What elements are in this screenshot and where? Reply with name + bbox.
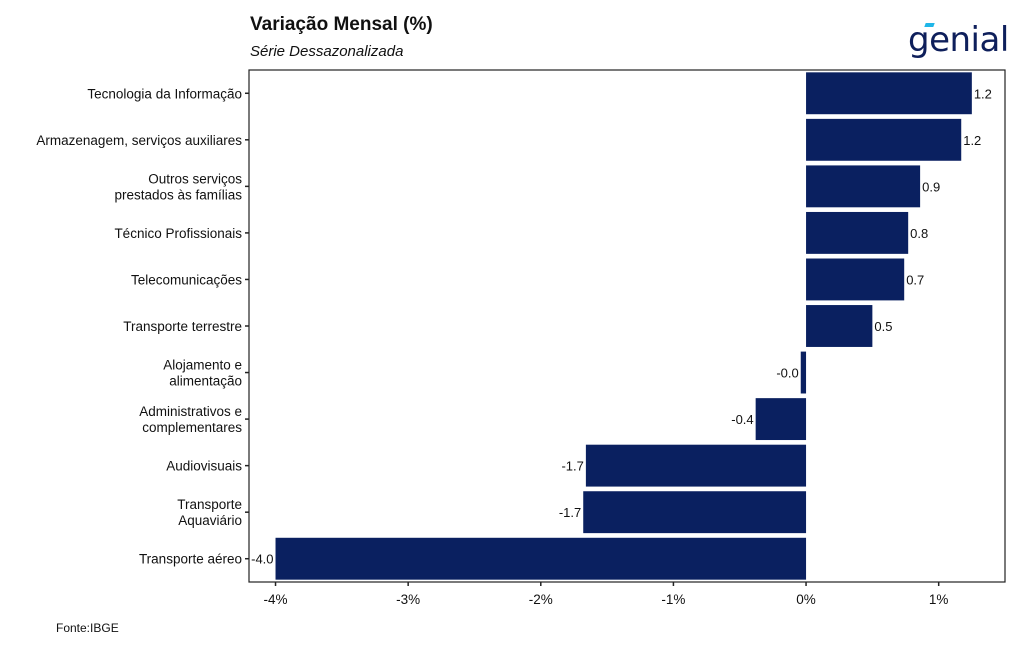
genial-logo: genial [908, 20, 1009, 64]
y-tick-label: Outros serviços [148, 171, 242, 186]
bar [800, 351, 807, 394]
data-label: 1.2 [974, 86, 992, 101]
y-tick-label: Técnico Profissionais [114, 226, 242, 241]
bar [806, 72, 972, 115]
y-tick-label: complementares [142, 420, 242, 435]
x-tick-label: -2% [529, 592, 553, 607]
data-label: 0.8 [910, 226, 928, 241]
bar [806, 118, 962, 161]
data-label: -0.0 [776, 366, 798, 381]
chart-title: Variação Mensal (%) [250, 14, 433, 35]
bar [806, 258, 905, 301]
x-tick-label: -1% [661, 592, 685, 607]
bar [806, 165, 921, 208]
x-tick-label: -3% [396, 592, 420, 607]
data-label: 0.9 [922, 179, 940, 194]
y-tick-label: alimentação [169, 374, 242, 389]
data-label: 0.5 [874, 319, 892, 334]
y-tick-label: Administrativos e [139, 404, 242, 419]
data-label: -4.0 [251, 552, 273, 567]
data-label: 1.2 [963, 133, 981, 148]
bar [755, 398, 807, 441]
data-label: -1.7 [559, 505, 581, 520]
y-tick-label: Tecnologia da Informação [87, 86, 242, 101]
source-note: Fonte:IBGE [56, 621, 119, 635]
data-label: -0.4 [731, 412, 753, 427]
x-tick-label: 0% [796, 592, 816, 607]
y-tick-label: Telecomunicações [131, 272, 242, 287]
bar [583, 491, 807, 534]
y-tick-label: Armazenagem, serviços auxiliares [36, 133, 242, 148]
bar [806, 305, 873, 347]
data-label: 0.7 [906, 272, 924, 287]
y-tick-label: Aquaviário [178, 513, 242, 528]
bar [806, 211, 909, 254]
y-tick-label: Alojamento e [163, 358, 242, 373]
bar [275, 537, 807, 580]
y-tick-label: Transporte aéreo [139, 552, 242, 567]
y-tick-label: Transporte [177, 497, 242, 512]
x-tick-label: -4% [264, 592, 288, 607]
x-tick-label: 1% [929, 592, 949, 607]
data-label: -1.7 [561, 459, 583, 474]
y-tick-label: prestados às famílias [114, 187, 242, 202]
chart-subtitle: Série Dessazonalizada [250, 43, 404, 60]
y-tick-label: Transporte terrestre [123, 319, 242, 334]
y-tick-label: Audiovisuais [166, 459, 242, 474]
bar [585, 444, 807, 487]
